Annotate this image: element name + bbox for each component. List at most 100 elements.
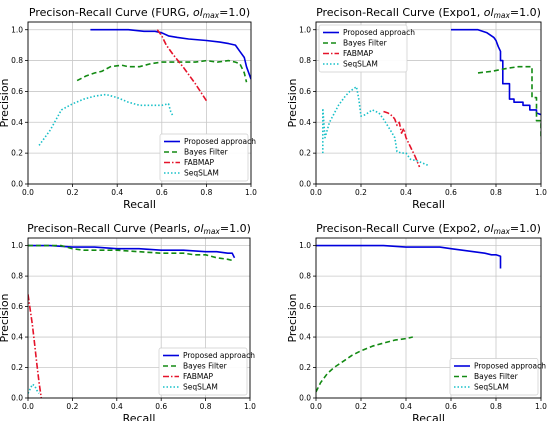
chart-title-var: ol xyxy=(484,6,494,19)
series-line-proposed xyxy=(90,28,251,80)
chart-title-tail: =1.0) xyxy=(510,222,541,235)
x-tick-label: 0.2 xyxy=(67,188,79,197)
chart-panel-1: Precison-Recall Curve (FURG, olmax=1.0) 0… xyxy=(0,6,257,211)
y-tick-label: 0.6 xyxy=(11,302,23,311)
y-tick-label: 0.0 xyxy=(299,394,311,403)
series-line-bayes xyxy=(316,336,413,393)
y-tick-label: 1.0 xyxy=(11,241,23,250)
series-line-bayes xyxy=(477,65,541,138)
x-tick-label: 0.8 xyxy=(200,188,212,197)
y-axis-label: Precision xyxy=(0,78,11,127)
chart-title-tail: =1.0) xyxy=(219,6,250,19)
x-tick-label: 0.6 xyxy=(445,402,457,411)
chart-title-sub: max xyxy=(204,227,221,236)
y-tick-label: 0.6 xyxy=(299,302,311,311)
y-tick-label: 0.8 xyxy=(299,56,311,65)
x-tick-label: 0.0 xyxy=(310,188,322,197)
y-tick-label: 0.6 xyxy=(11,87,23,96)
chart-title-text: Precison-Recall Curve (Expo1, xyxy=(316,6,484,19)
x-tick-label: 0.6 xyxy=(156,188,168,197)
chart-title-text: Precison-Recall Curve (Expo2, xyxy=(316,222,484,235)
x-tick-label: 1.0 xyxy=(535,402,547,411)
x-tick-label: 0.4 xyxy=(111,188,123,197)
chart-title: Precison-Recall Curve (Pearls, olmax=1.0… xyxy=(27,222,251,236)
chart-title-sub: max xyxy=(203,11,220,20)
x-tick-label: 0.0 xyxy=(22,188,34,197)
legend-box xyxy=(318,24,408,73)
series-line-fabmap xyxy=(156,29,208,102)
plot-frame xyxy=(27,21,252,185)
y-axis-label: Precision xyxy=(286,293,299,342)
legend-label-seqslam: SeqSLAM xyxy=(474,383,509,392)
y-tick-label: 0.2 xyxy=(299,363,311,372)
x-tick-label: 0.0 xyxy=(22,402,34,411)
legend-box xyxy=(449,358,539,396)
chart-title: Precison-Recall Curve (FURG, olmax=1.0) xyxy=(29,6,250,20)
series-line-proposed xyxy=(451,28,541,116)
chart-title-sub: max xyxy=(494,11,511,20)
legend-label-proposed: Proposed approach xyxy=(343,28,415,37)
y-tick-label: 1.0 xyxy=(299,25,311,34)
x-tick-label: 0.4 xyxy=(111,402,123,411)
legend-label-seqslam: SeqSLAM xyxy=(183,383,218,392)
y-tick-label: 0.6 xyxy=(299,87,311,96)
x-tick-label: 0.8 xyxy=(200,402,212,411)
y-tick-label: 1.0 xyxy=(11,25,23,34)
y-tick-label: 0.4 xyxy=(299,333,311,342)
legend-label-proposed: Proposed approach xyxy=(184,137,256,146)
y-tick-label: 0.2 xyxy=(299,149,311,158)
legend-label-proposed: Proposed approach xyxy=(474,362,546,371)
y-tick-label: 0.2 xyxy=(11,363,23,372)
chart-panel-4: Precison-Recall Curve (Expo2, olmax=1.0)… xyxy=(286,222,547,421)
chart-panel-2: Precison-Recall Curve (Expo1, olmax=1.0)… xyxy=(286,6,547,211)
legend-box xyxy=(159,133,249,182)
legend-label-bayes: Bayes Filter xyxy=(184,148,229,157)
legend-label-bayes: Bayes Filter xyxy=(343,39,388,48)
y-tick-label: 0.8 xyxy=(299,272,311,281)
chart-title-tail: =1.0) xyxy=(510,6,541,19)
chart-title: Precison-Recall Curve (Expo2, olmax=1.0) xyxy=(316,222,541,236)
x-axis-label: Recall xyxy=(123,412,156,421)
series-line-proposed xyxy=(316,244,502,269)
y-tick-label: 1.0 xyxy=(299,241,311,250)
series-group xyxy=(316,244,502,393)
x-tick-label: 0.4 xyxy=(400,402,412,411)
chart-title-sub: max xyxy=(494,227,511,236)
series-line-proposed xyxy=(28,244,236,259)
legend-label-bayes: Bayes Filter xyxy=(183,362,228,371)
y-tick-label: 0.2 xyxy=(11,149,23,158)
x-axis-label: Recall xyxy=(412,198,445,211)
x-tick-label: 1.0 xyxy=(244,402,256,411)
series-line-seqslam xyxy=(28,383,40,394)
plot-frame xyxy=(315,237,542,399)
y-tick-label: 0.4 xyxy=(11,333,23,342)
y-tick-label: 0.8 xyxy=(11,56,23,65)
y-tick-label: 0.0 xyxy=(11,394,23,403)
x-axis-label: Recall xyxy=(412,412,445,421)
chart-title-var: ol xyxy=(193,6,203,19)
x-tick-label: 1.0 xyxy=(245,188,257,197)
chart-title-var: ol xyxy=(194,222,204,235)
plot-frame xyxy=(315,21,542,185)
legend-box xyxy=(158,347,248,396)
legend-label-fabmap: FABMAP xyxy=(184,158,215,167)
x-tick-label: 0.6 xyxy=(445,188,457,197)
legend-label-proposed: Proposed approach xyxy=(183,351,255,360)
y-tick-label: 0.8 xyxy=(11,272,23,281)
plot-frame xyxy=(27,237,251,399)
x-tick-label: 1.0 xyxy=(535,188,547,197)
x-axis-label: Recall xyxy=(123,198,156,211)
chart-title-text: Precison-Recall Curve (Pearls, xyxy=(27,222,194,235)
series-group xyxy=(321,28,541,168)
legend-label-seqslam: SeqSLAM xyxy=(343,60,378,69)
legend-label-seqslam: SeqSLAM xyxy=(184,169,219,178)
chart-title-tail: =1.0) xyxy=(220,222,251,235)
legend-label-bayes: Bayes Filter xyxy=(474,372,519,381)
chart-title-text: Precison-Recall Curve (FURG, xyxy=(29,6,193,19)
x-tick-label: 0.2 xyxy=(355,188,367,197)
